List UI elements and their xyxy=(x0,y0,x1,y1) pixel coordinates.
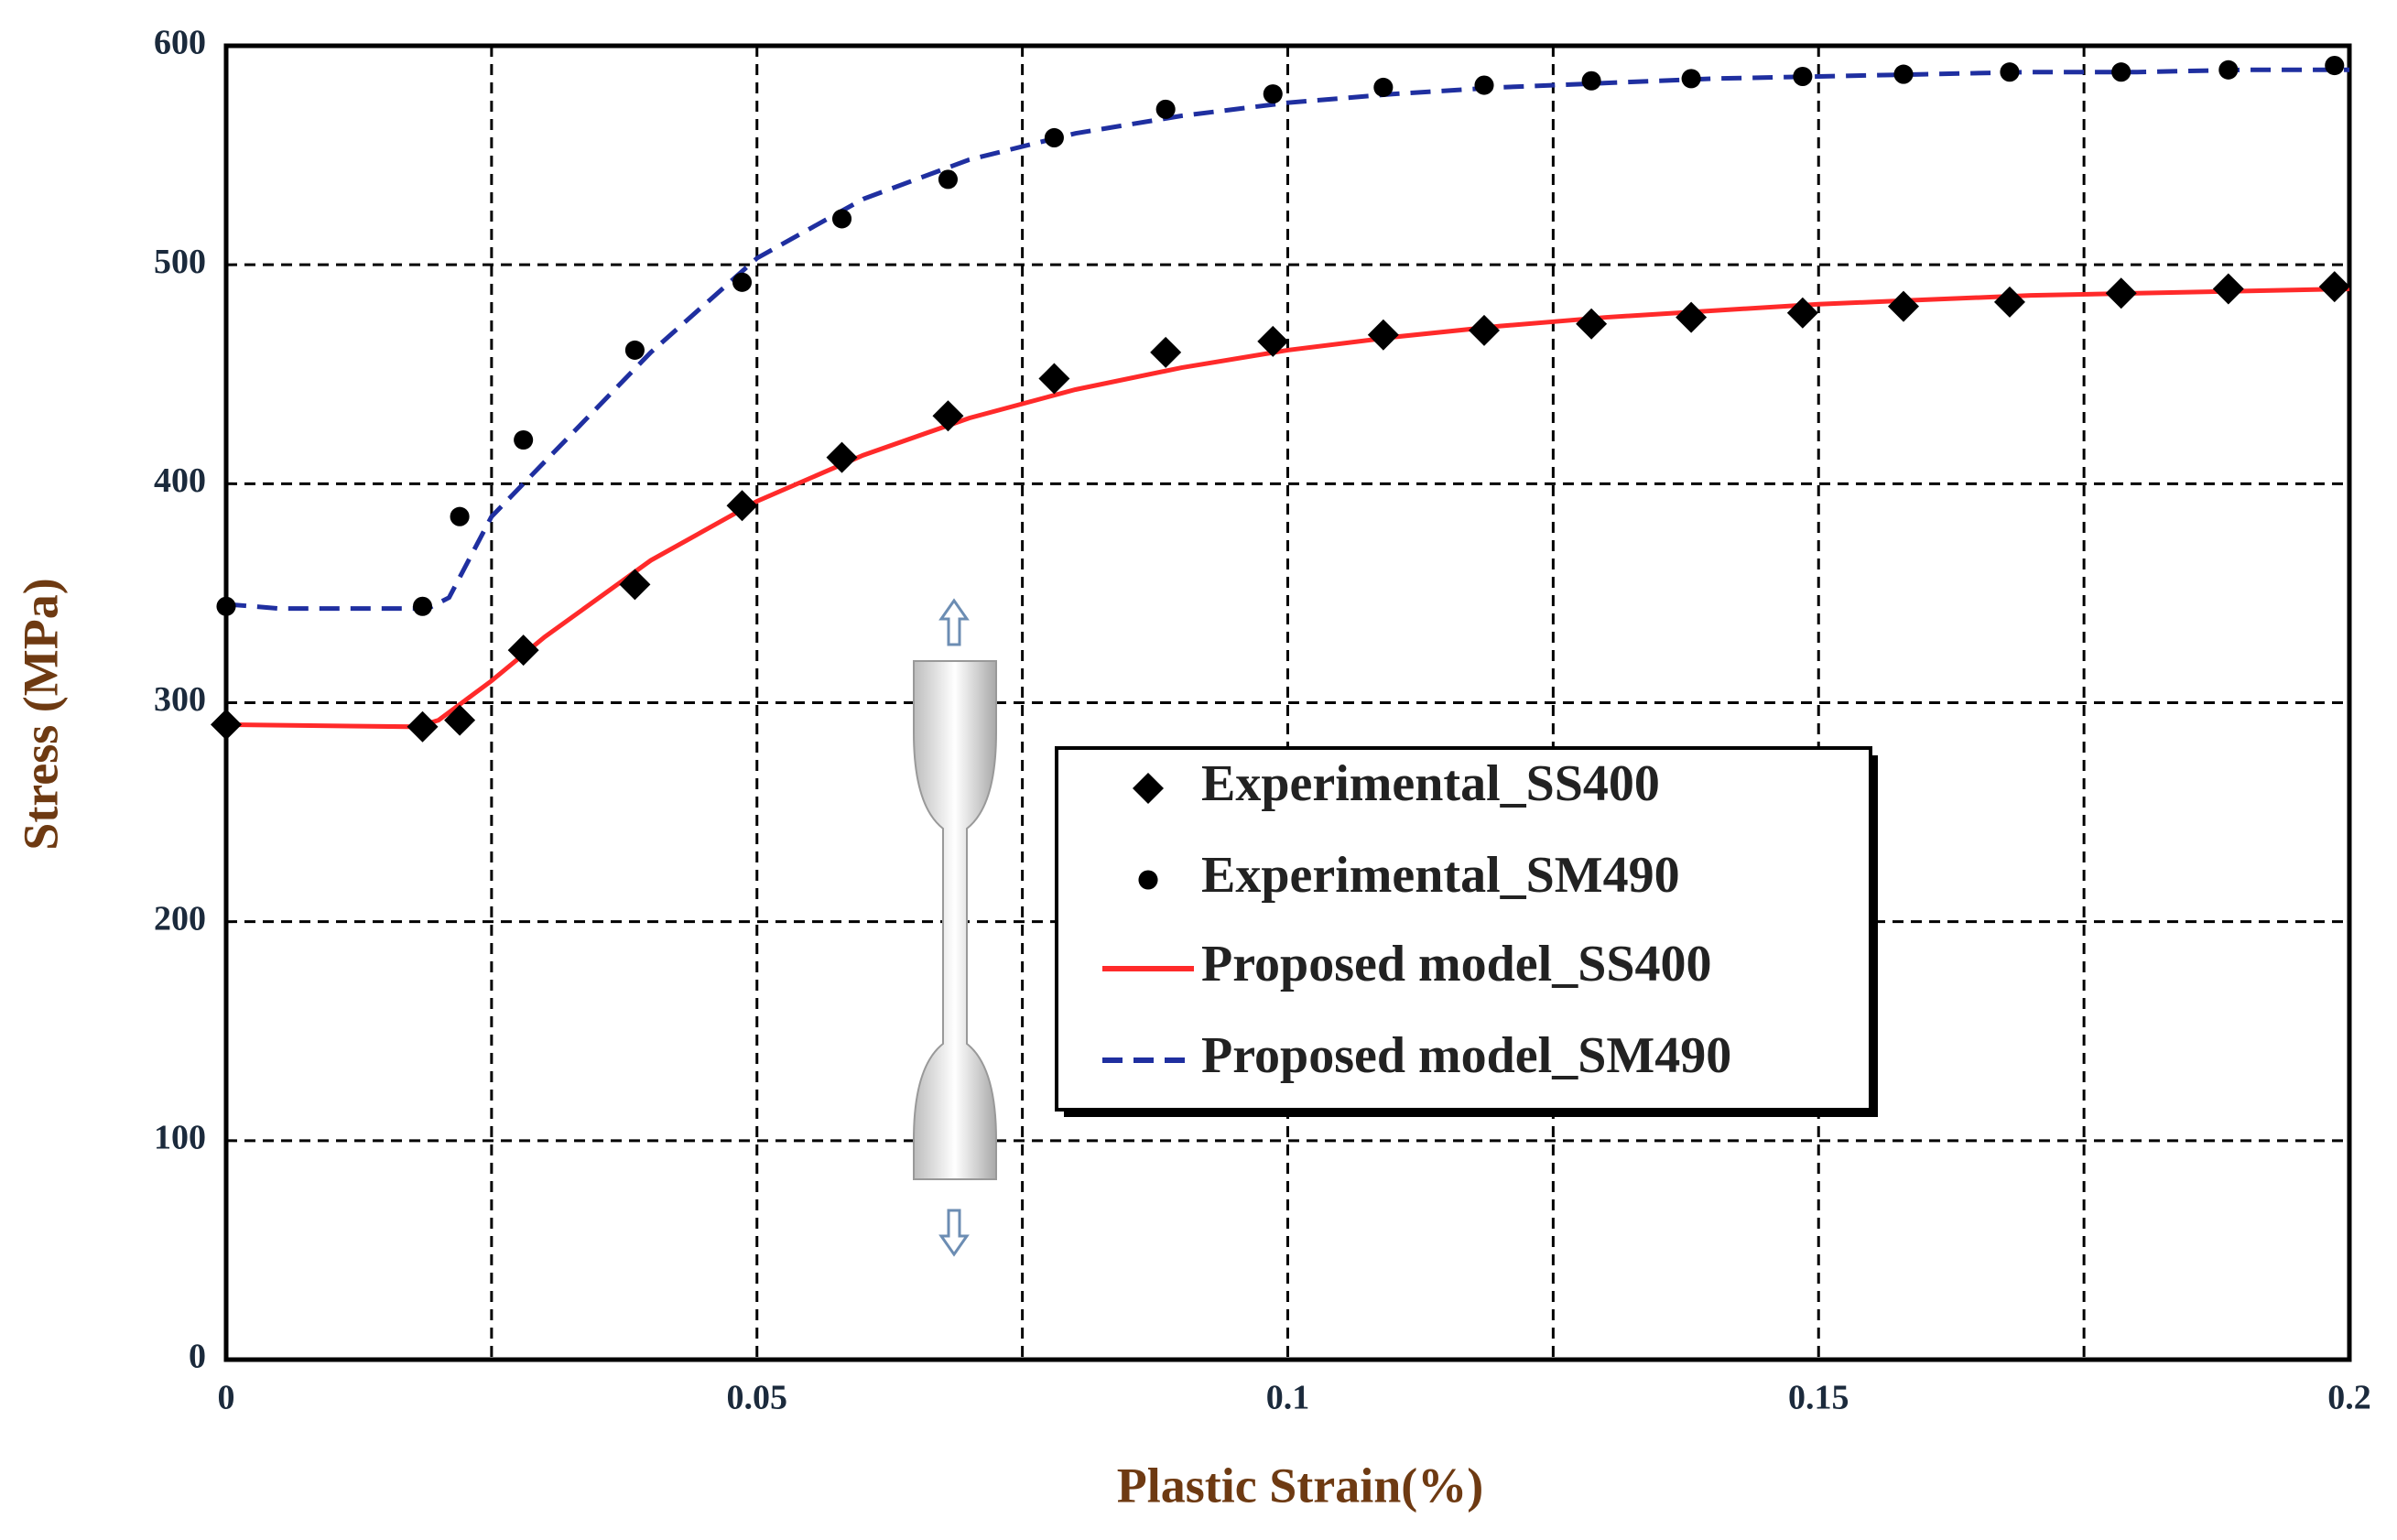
marker-circle xyxy=(831,209,852,229)
y-tick-label: 200 xyxy=(154,899,206,938)
legend: Experimental_SS400 Experimental_SM490 Prop… xyxy=(1055,746,1878,1117)
marker-circle xyxy=(1681,69,1701,89)
legend-label: Proposed model_SS400 xyxy=(1201,936,1711,992)
y-tick-label: 600 xyxy=(154,24,206,62)
marker-diamond xyxy=(619,569,651,601)
marker-diamond xyxy=(932,400,964,432)
legend-label: Proposed model_SM490 xyxy=(1201,1027,1731,1084)
marker-circle xyxy=(1474,75,1494,95)
marker-diamond xyxy=(826,441,858,473)
grid xyxy=(223,43,2352,1362)
x-tick-label: 0.05 xyxy=(727,1379,788,1417)
y-tick-label: 0 xyxy=(189,1338,206,1376)
y-tick-label: 300 xyxy=(154,680,206,719)
marker-diamond xyxy=(2212,273,2244,305)
marker-circle xyxy=(1155,99,1176,119)
marker-circle xyxy=(1044,127,1064,147)
marker-circle xyxy=(216,596,236,616)
marker-circle xyxy=(2000,62,2020,82)
marker-circle xyxy=(450,506,470,526)
y-tick-label: 100 xyxy=(154,1119,206,1157)
marker-diamond xyxy=(1676,301,1708,333)
marker-diamond xyxy=(2105,277,2137,309)
marker-diamond xyxy=(1786,297,1818,329)
marker-circle xyxy=(732,272,753,292)
legend-label: Experimental_SM490 xyxy=(1201,847,1680,904)
marker-circle xyxy=(2325,55,2345,76)
marker-diamond xyxy=(1888,290,1920,322)
marker-circle xyxy=(412,596,433,616)
marker-diamond xyxy=(1133,773,1164,804)
x-axis-label: Plastic Strain(%) xyxy=(1117,1458,1483,1513)
marker-diamond xyxy=(2318,271,2350,303)
marker-diamond xyxy=(444,704,476,736)
marker-diamond xyxy=(1576,308,1608,340)
marker-circle xyxy=(1138,870,1158,890)
marker-circle xyxy=(938,169,958,190)
marker-diamond xyxy=(407,710,439,743)
marker-diamond xyxy=(507,634,539,667)
x-tick-label: 0.15 xyxy=(1788,1379,1849,1417)
marker-circle xyxy=(1263,84,1283,104)
marker-diamond xyxy=(1993,286,2025,318)
marker-diamond xyxy=(1257,325,1289,357)
marker-diamond xyxy=(726,490,758,522)
arrow-down xyxy=(938,1209,970,1257)
marker-circle xyxy=(1793,66,1813,87)
x-tick-label: 0.1 xyxy=(1266,1379,1310,1417)
marker-circle xyxy=(1373,77,1394,97)
y-tick-label: 400 xyxy=(154,461,206,500)
specimen-icon xyxy=(913,598,997,1257)
arrow-up xyxy=(938,598,970,646)
series-line xyxy=(225,67,2349,612)
specimen xyxy=(913,660,997,1180)
marker-circle xyxy=(624,340,645,360)
x-tick-label: 0.2 xyxy=(2327,1379,2371,1417)
y-axis-label: Stress (MPa) xyxy=(13,578,68,850)
legend-box xyxy=(1055,746,1872,1112)
x-tick-label: 0 xyxy=(218,1379,235,1417)
marker-diamond xyxy=(1367,319,1399,351)
marker-circle xyxy=(1581,70,1601,91)
marker-circle xyxy=(1893,64,1914,84)
y-tick-label: 500 xyxy=(154,243,206,281)
legend-label: Experimental_SS400 xyxy=(1201,755,1660,812)
marker-circle xyxy=(2218,60,2239,80)
marker-diamond xyxy=(1469,314,1501,346)
marker-circle xyxy=(514,429,534,450)
plot-frame xyxy=(223,43,2352,1362)
plot xyxy=(211,55,2350,743)
marker-diamond xyxy=(211,709,242,741)
marker-diamond xyxy=(1150,336,1182,368)
marker-diamond xyxy=(1038,363,1070,395)
marker-circle xyxy=(2111,62,2131,82)
